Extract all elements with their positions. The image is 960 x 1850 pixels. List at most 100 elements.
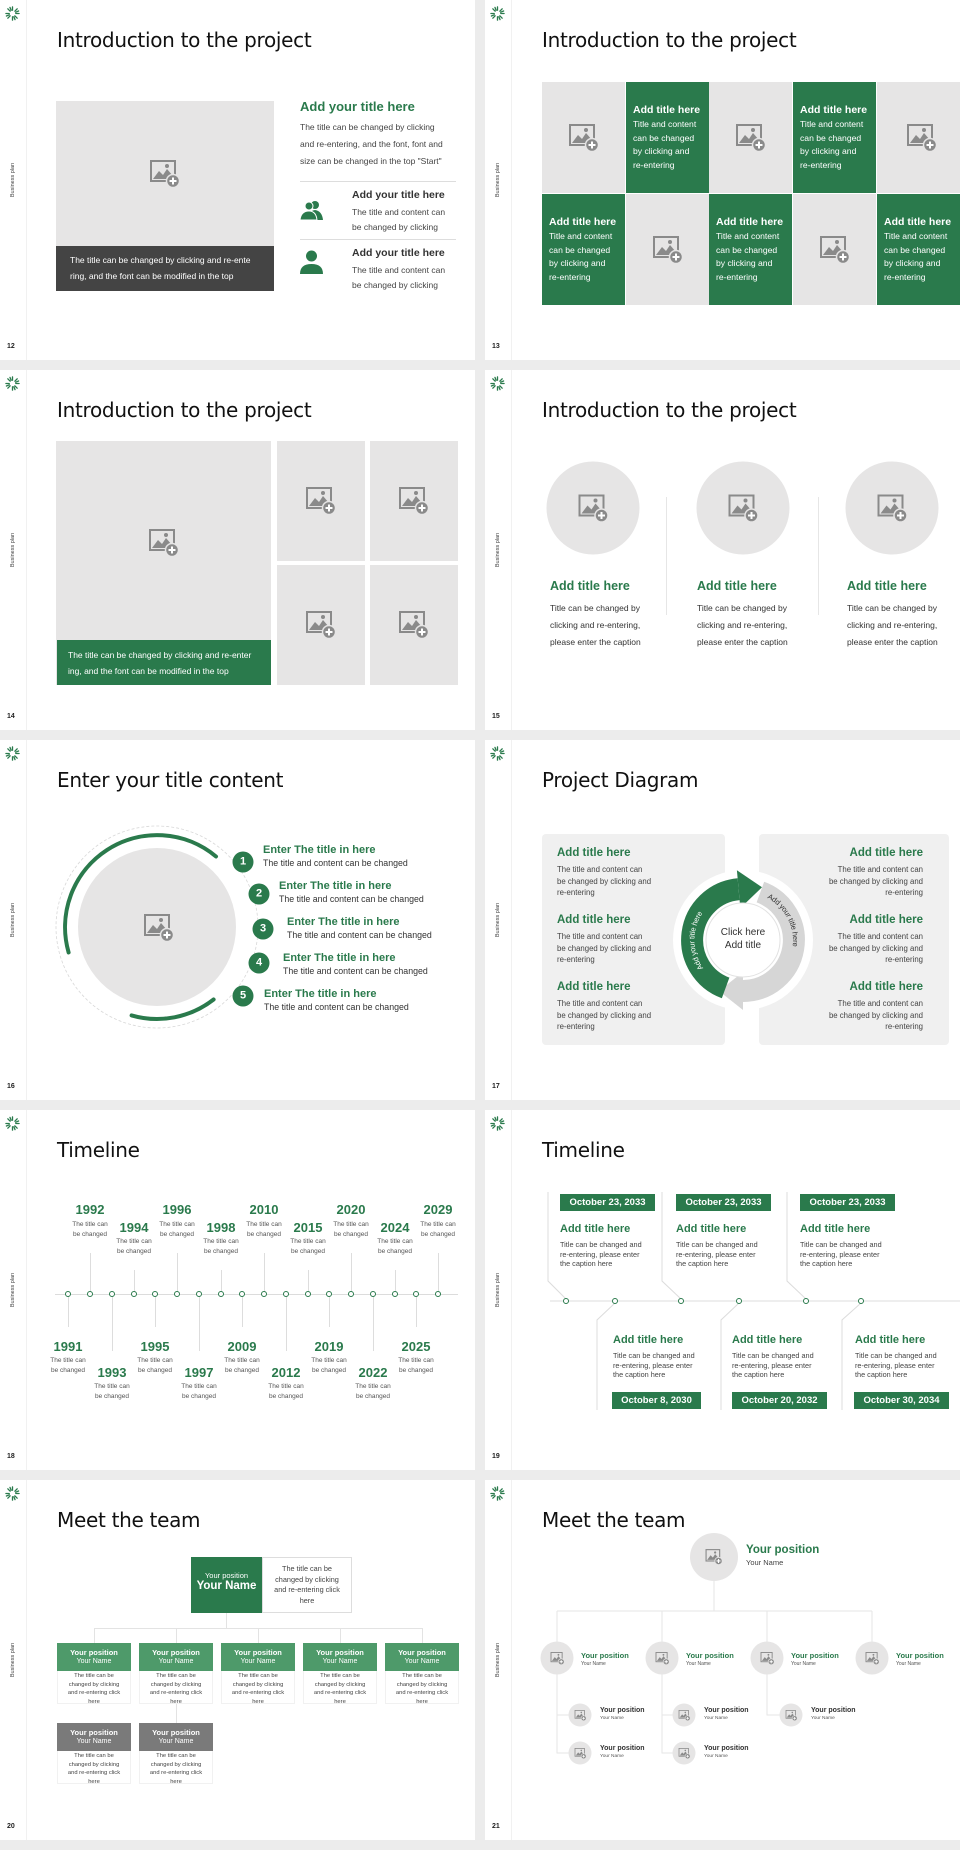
content-tile[interactable]: Add title here Title and content can be c…: [626, 82, 709, 193]
image-placeholder[interactable]: [370, 565, 458, 685]
timeline-dot[interactable]: [65, 1291, 71, 1297]
date-label: October 23, 2033: [800, 1194, 895, 1211]
image-placeholder[interactable]: [626, 194, 709, 305]
image-placeholder[interactable]: [277, 565, 365, 685]
sidebar-label: Business plan: [10, 1272, 16, 1308]
timeline-dot[interactable]: [218, 1291, 224, 1297]
avatar-placeholder[interactable]: [672, 1703, 696, 1727]
timeline-dot[interactable]: [305, 1291, 311, 1297]
avatar-placeholder[interactable]: [672, 1741, 696, 1765]
timeline-dot[interactable]: [392, 1291, 398, 1297]
timeline-dot[interactable]: [348, 1291, 354, 1297]
slide-12[interactable]: Introduction to the project The title ca…: [0, 0, 475, 360]
timeline-dot[interactable]: [261, 1291, 267, 1297]
event-body: Title can be changed and re-entering, pl…: [560, 1240, 642, 1269]
member-position: Your position: [152, 1648, 200, 1657]
center-title[interactable]: Click here Add title: [720, 927, 766, 951]
team-card[interactable]: Your position Your Name The title can be c…: [139, 1723, 213, 1785]
image-caption: The title can be changed by clicking and…: [57, 640, 271, 685]
report-name: Your Name: [704, 1754, 728, 1759]
image-placeholder[interactable]: [845, 461, 939, 555]
avatar-placeholder[interactable]: [540, 1641, 574, 1675]
team-card[interactable]: Your position Your Name The title can be c…: [221, 1643, 295, 1705]
slide-15[interactable]: Introduction to the project Add title he…: [485, 370, 960, 730]
team-card[interactable]: Your position Your Name The title can be c…: [385, 1643, 459, 1705]
event-title: Add title here: [676, 1223, 747, 1235]
timeline-dot[interactable]: [131, 1291, 137, 1297]
timeline-dot[interactable]: [413, 1291, 419, 1297]
sidebar-label: Business plan: [495, 162, 501, 198]
slide-14[interactable]: Introduction to the project The title ca…: [0, 370, 475, 730]
sunburst-logo: [490, 6, 505, 21]
slide-20[interactable]: Meet the team Your position Your Name Th…: [0, 1480, 475, 1840]
timeline-dot[interactable]: [370, 1291, 376, 1297]
report-name: Your Name: [704, 1716, 728, 1721]
connector: [176, 1628, 177, 1643]
connector: [112, 1294, 113, 1351]
image-add-icon: [399, 487, 429, 515]
timeline-dot[interactable]: [152, 1291, 158, 1297]
image-placeholder[interactable]: [546, 461, 640, 555]
slide-16[interactable]: Enter your title content 1 Enter The tit…: [0, 740, 475, 1100]
slide-17[interactable]: Project Diagram Add title here The title…: [485, 740, 960, 1100]
image-add-icon: [877, 494, 907, 522]
event-year: 2012: [271, 1365, 301, 1380]
sunburst-logo: [490, 1486, 505, 1501]
avatar-placeholder[interactable]: [750, 1641, 784, 1675]
number-badge: 3: [252, 918, 274, 940]
event-title: Add title here: [855, 1334, 926, 1346]
event-year: 2009: [227, 1339, 257, 1354]
tile-title: Add title here: [884, 216, 952, 228]
slide-21[interactable]: Meet the team Your position Your Name Yo…: [485, 1480, 960, 1840]
timeline-dot[interactable]: [174, 1291, 180, 1297]
image-placeholder[interactable]: [877, 82, 960, 193]
timeline-dot[interactable]: [196, 1291, 202, 1297]
image-placeholder[interactable]: [370, 441, 458, 561]
event-year: 1993: [97, 1365, 127, 1380]
content-tile[interactable]: Add title here Title and content can be c…: [877, 194, 960, 305]
lead-card[interactable]: Your position Your Name: [191, 1557, 262, 1613]
image-placeholder[interactable]: [709, 82, 792, 193]
timeline-dot[interactable]: [326, 1291, 332, 1297]
image-add-icon: [550, 1652, 564, 1665]
avatar-placeholder[interactable]: [645, 1641, 679, 1675]
slide-13[interactable]: Introduction to the project Add title he…: [485, 0, 960, 360]
timeline-dot[interactable]: [109, 1291, 115, 1297]
avatar-placeholder[interactable]: [779, 1703, 803, 1727]
avatar-placeholder[interactable]: [690, 1533, 738, 1581]
timeline-dot[interactable]: [435, 1291, 441, 1297]
avatar-placeholder[interactable]: [855, 1641, 889, 1675]
slide-19[interactable]: Timeline October 23, 2033 Add title here…: [485, 1110, 960, 1470]
team-card[interactable]: Your position Your Name The title can be c…: [303, 1643, 377, 1705]
avatar-placeholder[interactable]: [568, 1703, 592, 1727]
content-tile[interactable]: Add title here Title and content can be c…: [709, 194, 792, 305]
image-placeholder[interactable]: [542, 82, 625, 193]
image-placeholder[interactable]: [56, 101, 274, 246]
slide-18[interactable]: Timeline 1991 The title can be changed 199…: [0, 1110, 475, 1470]
avatar-placeholder[interactable]: [568, 1741, 592, 1765]
member-position: Your position: [152, 1728, 200, 1737]
content-tile[interactable]: Add title here Title and content can be c…: [793, 82, 876, 193]
date-label: October 20, 2032: [732, 1392, 827, 1409]
team-card[interactable]: Your position Your Name The title can be c…: [57, 1723, 131, 1785]
timeline-dot[interactable]: [239, 1291, 245, 1297]
connector: [221, 1270, 222, 1294]
team-card[interactable]: Your position Your Name The title can be c…: [139, 1643, 213, 1705]
image-placeholder[interactable]: [277, 441, 365, 561]
member-description: The title can be changed by clicking and…: [57, 1671, 131, 1705]
connector: [155, 1294, 156, 1327]
image-placeholder[interactable]: [793, 194, 876, 305]
connector: [286, 1294, 287, 1351]
image-placeholder[interactable]: [78, 848, 236, 1006]
content-tile[interactable]: Add title here Title and content can be c…: [542, 194, 625, 305]
center-circle[interactable]: [705, 902, 781, 978]
connector: [90, 1253, 91, 1294]
timeline-dot[interactable]: [283, 1291, 289, 1297]
image-add-icon: [820, 236, 850, 264]
timeline-dot[interactable]: [87, 1291, 93, 1297]
tile-title: Add title here: [549, 216, 617, 228]
sunburst-logo: [5, 376, 20, 391]
team-card[interactable]: Your position Your Name The title can be c…: [57, 1643, 131, 1705]
image-placeholder[interactable]: [696, 461, 790, 555]
event-title: Add title here: [732, 1334, 803, 1346]
